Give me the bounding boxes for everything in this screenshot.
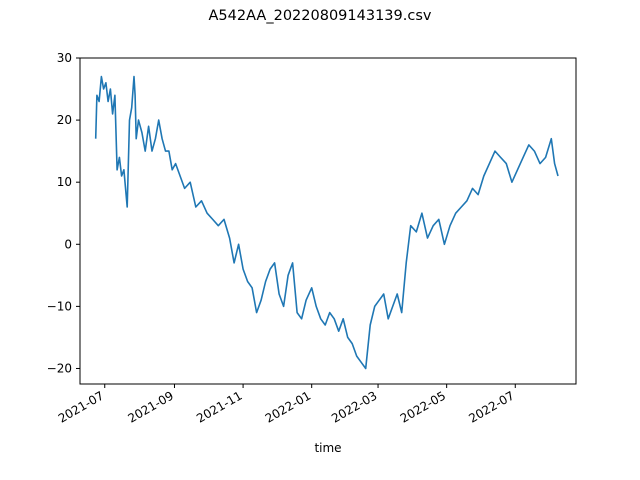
y-tick-label: 10 xyxy=(57,175,72,189)
plot-frame xyxy=(79,57,577,385)
x-axis: 2021-07 2021-09 2021-11 2022-01 2022-03 2022-… xyxy=(56,384,517,426)
plot-layer xyxy=(94,75,559,370)
x-axis-label: time xyxy=(314,441,341,455)
x-tick-label: 2022-05 xyxy=(398,388,448,425)
x-tick-label: 2022-03 xyxy=(329,388,379,425)
x-tick-label: 2021-07 xyxy=(56,388,106,425)
y-axis: 30 20 10 0 −10 −20 xyxy=(47,51,80,375)
y-tick-label: −20 xyxy=(47,361,72,375)
x-tick-label: 2021-09 xyxy=(126,388,176,425)
y-tick-label: 20 xyxy=(57,113,72,127)
y-tick-label: 30 xyxy=(57,51,72,65)
x-tick-label: 2021-11 xyxy=(194,388,244,425)
x-tick-label: 2022-01 xyxy=(263,388,313,425)
y-tick-label: 0 xyxy=(64,237,72,251)
x-tick-label: 2022-07 xyxy=(466,388,516,425)
y-tick-label: −10 xyxy=(47,299,72,313)
plot-background xyxy=(80,58,576,384)
series-line xyxy=(94,75,559,370)
chart-title: A542AA_20220809143139.csv xyxy=(208,8,432,24)
